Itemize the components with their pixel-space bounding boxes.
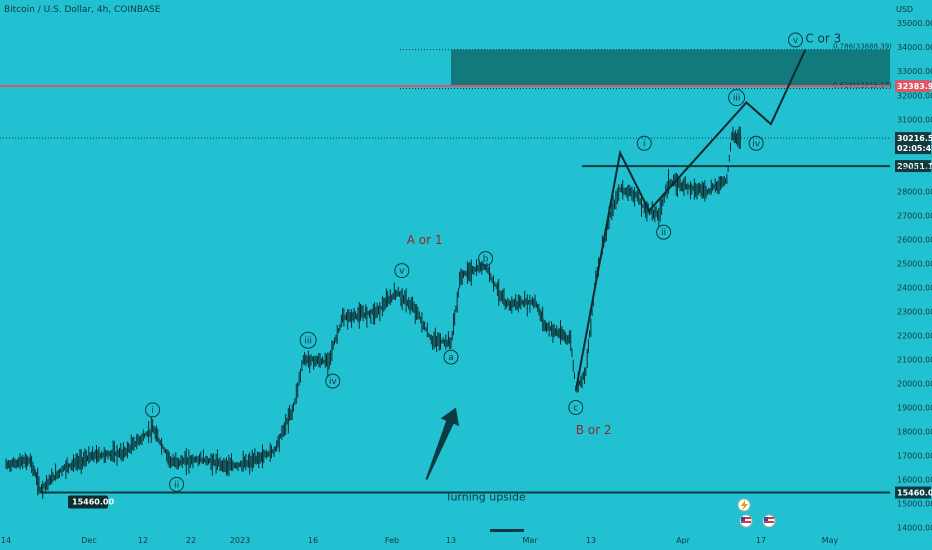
y-tick-label: 17000.00 <box>897 452 932 461</box>
y-tick-label: 19000.00 <box>897 404 932 413</box>
x-tick-label: 16 <box>308 536 318 545</box>
x-tick-label: Mar <box>522 536 538 545</box>
elliott-wave-projection <box>574 49 807 391</box>
price-tag <box>895 486 931 499</box>
y-tick-label: 27000.00 <box>897 211 932 220</box>
y-tick-label: 24000.00 <box>897 283 932 292</box>
y-tick-label: 35000.00 <box>897 19 932 28</box>
wave-label-circle <box>748 135 764 151</box>
wave-label: v <box>399 267 405 277</box>
price-tag-label: 30216.53 <box>897 134 932 143</box>
x-tick-label: 13 <box>446 536 456 545</box>
wave-label-circle <box>325 373 341 389</box>
upside-arrow <box>425 407 460 480</box>
x-tick-label: 2023 <box>230 536 250 545</box>
wave-label-circle <box>443 349 459 365</box>
wave-label: i <box>151 406 154 416</box>
annotation: C or 3 <box>805 31 841 45</box>
x-tick-label: Dec <box>81 536 96 545</box>
x-tick-label: Apr <box>676 536 691 545</box>
price-tag <box>895 160 931 173</box>
annotation: B or 2 <box>576 423 612 437</box>
annotation: A or 1 <box>407 233 443 247</box>
y-tick-label: 29000.00 <box>897 163 932 172</box>
y-tick-label: 22000.00 <box>897 331 932 340</box>
wave-label: ii <box>661 228 666 238</box>
x-tick-label: 14 <box>1 536 11 545</box>
time-scroll-handle[interactable] <box>490 529 524 532</box>
chart-title: Bitcoin / U.S. Dollar, 4h, COINBASE <box>4 5 161 15</box>
price-series <box>5 126 741 499</box>
y-tick-label: 14000.00 <box>897 524 932 533</box>
y-tick-label: 28000.00 <box>897 187 932 196</box>
wave-label-circle <box>636 135 652 151</box>
y-tick-label: 25000.00 <box>897 259 932 268</box>
wave-label-circle <box>788 32 803 48</box>
y-tick-label: 31000.00 <box>897 115 932 124</box>
y-tick-label: 18000.00 <box>897 428 932 437</box>
wave-label-circle <box>656 224 672 240</box>
wave-label-circle <box>728 89 746 107</box>
lightning-icon[interactable] <box>737 498 751 512</box>
support-tag <box>68 495 108 509</box>
wave-label: b <box>483 255 489 265</box>
y-tick-label: 34000.00 <box>897 43 932 52</box>
us-flag-icon[interactable] <box>762 514 776 528</box>
y-tick-label: 23000.00 <box>897 307 932 316</box>
x-tick-label: 12 <box>138 536 148 545</box>
y-tick-label: 32000.00 <box>897 91 932 100</box>
wave-label-circle <box>169 476 185 492</box>
x-tick-label: May <box>822 536 839 545</box>
us-flag-icon[interactable] <box>739 514 753 528</box>
wave-label: iii <box>304 336 312 346</box>
x-tick-label: 13 <box>586 536 596 545</box>
fib-label: 0.786(33888.39) <box>833 43 892 51</box>
price-tag <box>895 132 931 155</box>
wave-label: c <box>573 404 578 414</box>
x-tick-label: 17 <box>756 536 766 545</box>
y-tick-label: 26000.00 <box>897 235 932 244</box>
wave-label: i <box>643 139 646 149</box>
target-zone <box>451 49 890 86</box>
price-tag-label: 15460.00 <box>897 489 932 498</box>
y-tick-label: 16000.00 <box>897 476 932 485</box>
wave-label-circle <box>394 263 410 279</box>
y-tick-label: 21000.00 <box>897 355 932 364</box>
x-tick-label: Feb <box>385 536 399 545</box>
y-tick-label: 20000.00 <box>897 379 932 388</box>
wave-label: v <box>793 36 799 46</box>
wave-label: a <box>448 353 454 363</box>
price-tag-label: 29051.10 <box>897 162 932 171</box>
wave-label: iii <box>733 94 741 104</box>
wave-label-circle <box>478 251 494 267</box>
wave-label-circle <box>568 400 584 416</box>
wave-label: iv <box>329 377 338 387</box>
wave-label: ii <box>174 480 179 490</box>
price-tag-label: 32383.96 <box>897 82 932 91</box>
countdown-label: 02:05:49 <box>897 144 932 153</box>
annotation: Turning upside <box>444 491 526 504</box>
y-axis-currency: USD <box>896 5 913 14</box>
support-tag-label: 15460.00 <box>72 498 114 507</box>
price-tag <box>895 80 931 93</box>
wave-label-circle <box>145 402 161 418</box>
x-tick-label: 22 <box>186 536 196 545</box>
wave-label-circle <box>299 331 317 349</box>
y-tick-label: 33000.00 <box>897 67 932 76</box>
y-tick-label: 15000.00 <box>897 500 932 509</box>
wave-label: iv <box>752 139 761 149</box>
